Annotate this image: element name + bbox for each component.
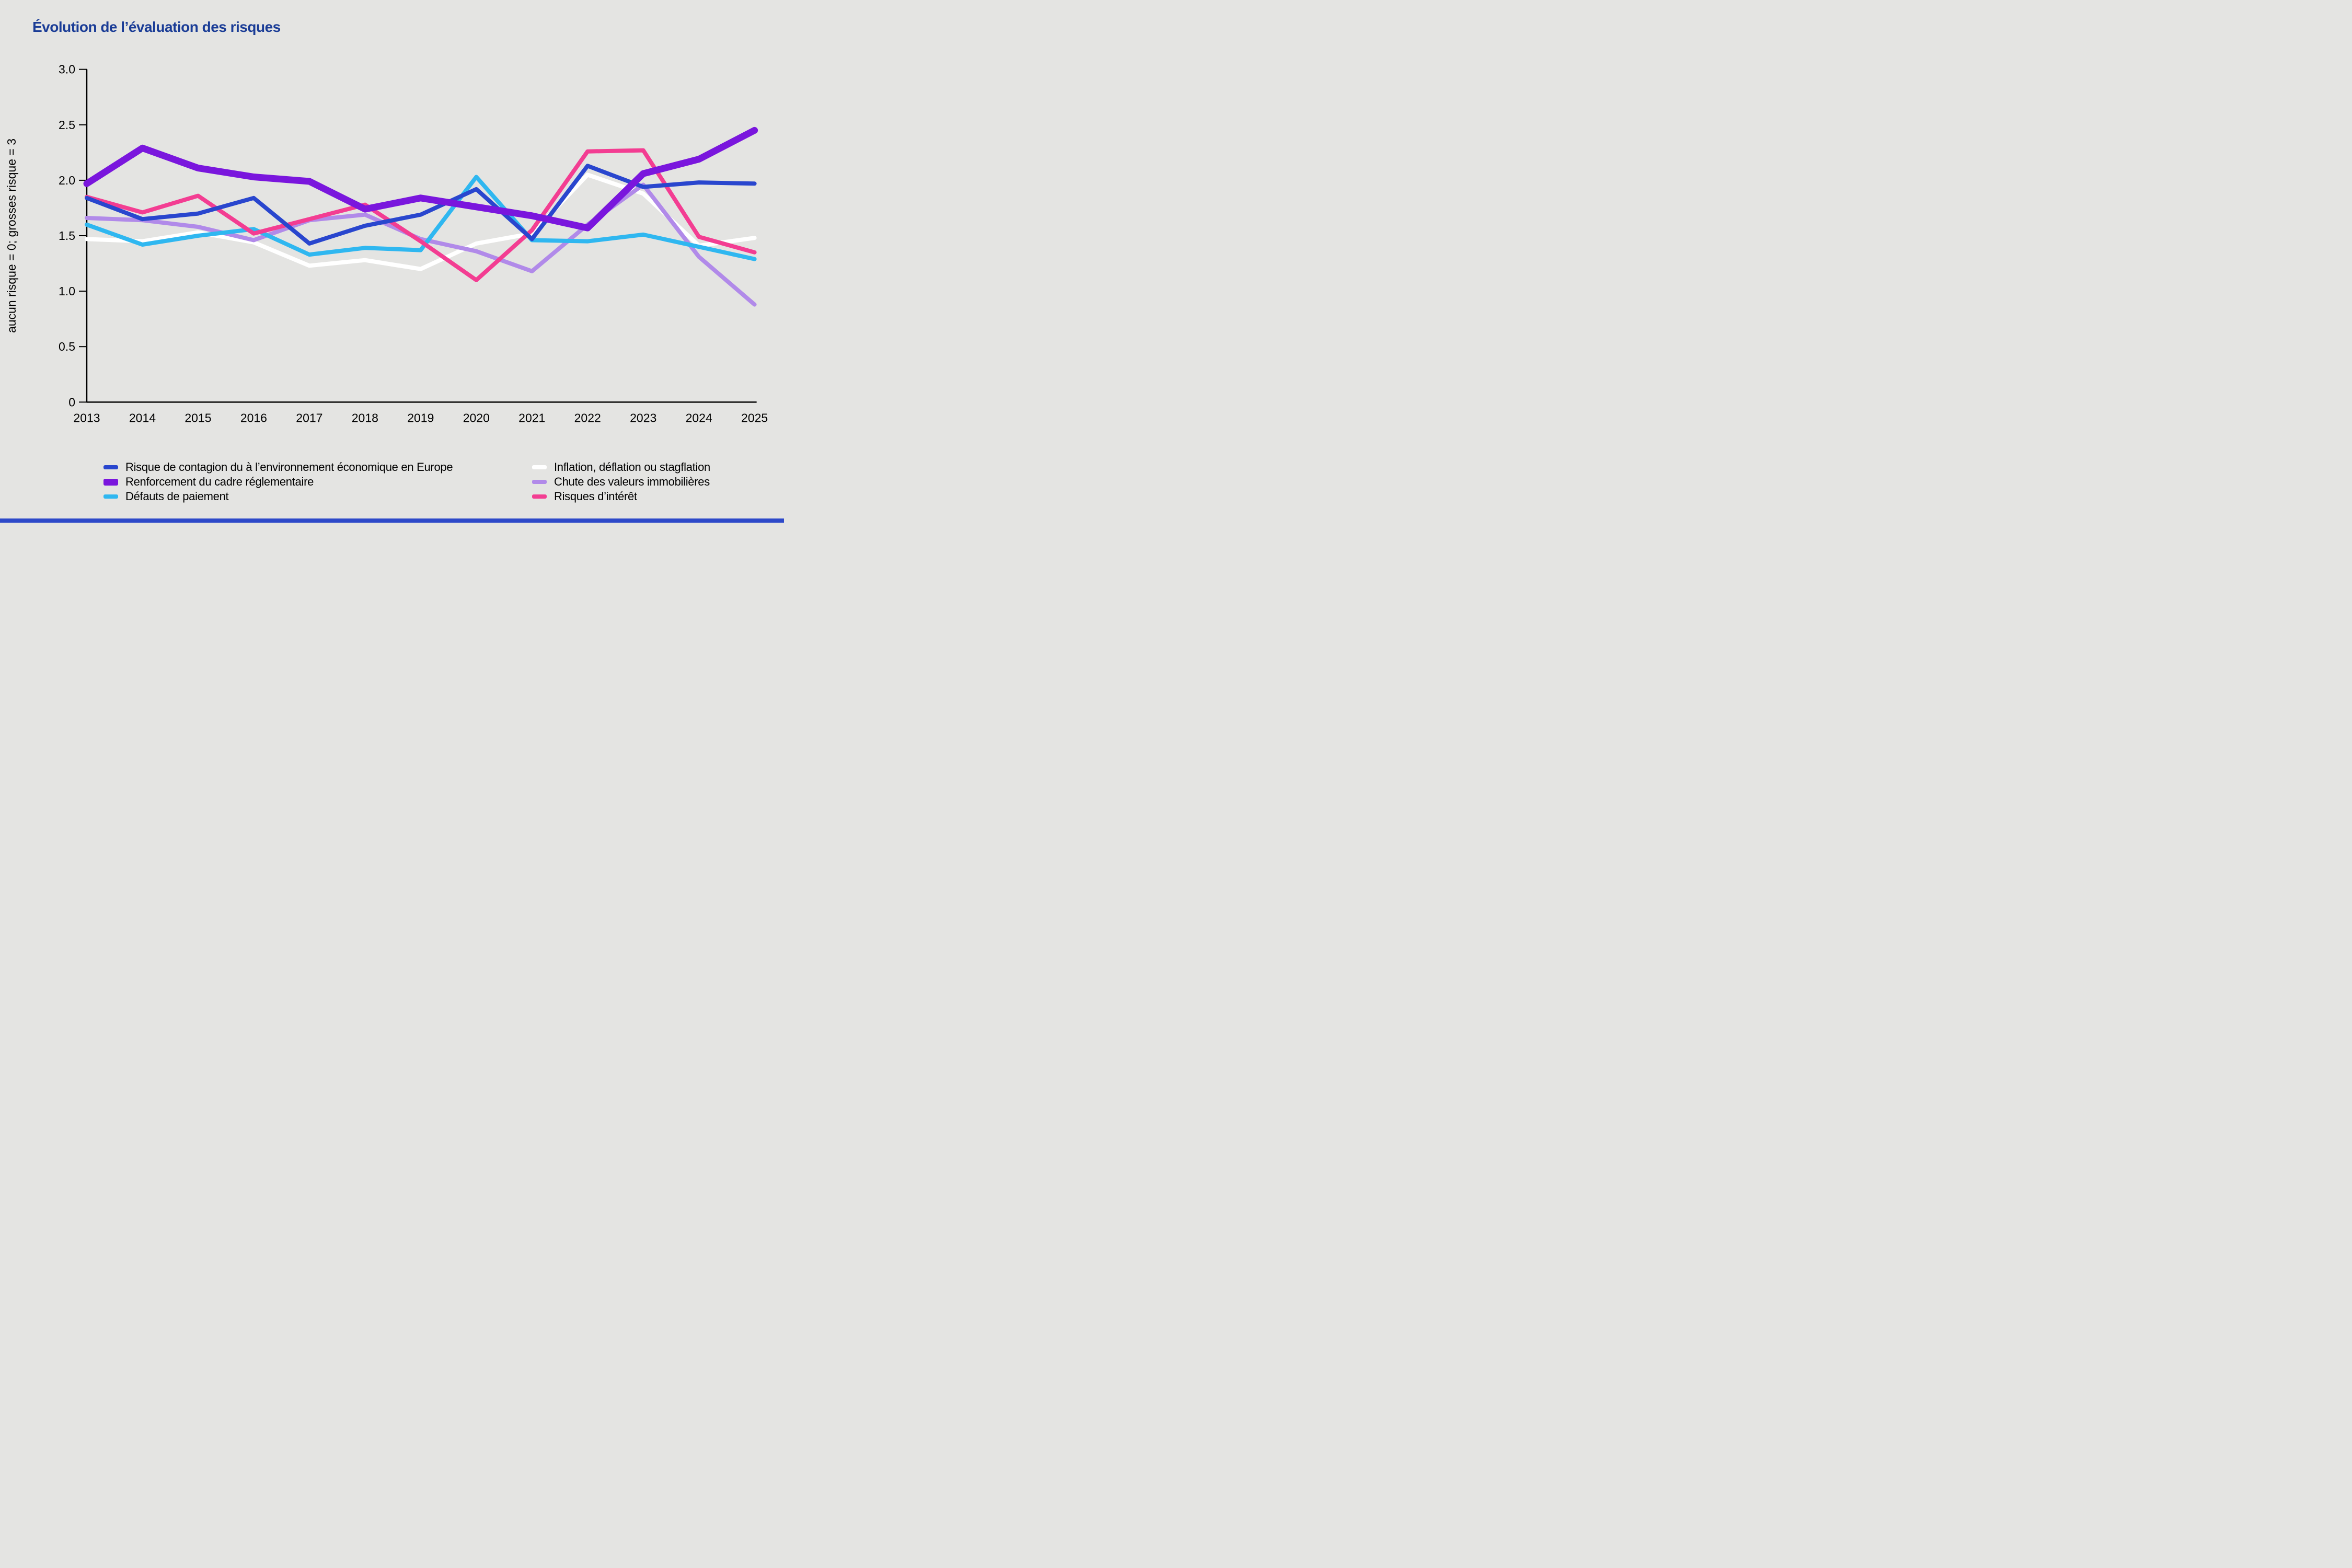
y-tick-label: 2.0: [59, 174, 75, 187]
legend-item: Risques d’intérêt: [532, 489, 710, 504]
legend-item: Inflation, déflation ou stagflation: [532, 460, 710, 475]
x-tick-label: 2013: [73, 411, 100, 424]
risk-evolution-line-chart: 0 0.5 1.0 1.5 2.0 2.5 3.0 2013 2014 2015 2016 2017 2…: [5, 63, 768, 425]
legend-column-left: Risque de contagion du à l’environnement…: [103, 460, 453, 504]
y-tick-label: 0.5: [59, 340, 75, 353]
y-tick-label: 1.5: [59, 229, 75, 243]
series-line-5: [85, 148, 757, 282]
x-tick-label: 2022: [574, 411, 601, 424]
x-tick-label: 2021: [518, 411, 545, 424]
legend-color-swatch: [103, 478, 118, 486]
legend-label: Défauts de paiement: [125, 490, 229, 503]
y-tick-label: 2.5: [59, 118, 75, 132]
y-tick-label: 3.0: [59, 63, 75, 76]
legend-item: Défauts de paiement: [103, 489, 453, 504]
legend-color-swatch: [532, 494, 547, 499]
series-line-3: [85, 172, 757, 271]
legend-item: Renforcement du cadre réglementaire: [103, 475, 453, 489]
legend-color-swatch: [532, 465, 547, 469]
legend-label: Renforcement du cadre réglementaire: [125, 475, 314, 488]
legend-label: Risque de contagion du à l’environnement…: [125, 460, 453, 474]
legend-color-swatch: [103, 465, 118, 469]
x-tick-label: 2018: [352, 411, 378, 424]
bottom-accent-bar: [0, 518, 784, 523]
legend-item: Risque de contagion du à l’environnement…: [103, 460, 453, 475]
y-tick-label: 0: [68, 395, 75, 409]
page-title: Évolution de l’évaluation des risques: [32, 19, 281, 35]
legend-item: Chute des valeurs immobilières: [532, 475, 710, 489]
x-tick-label: 2025: [741, 411, 768, 424]
legend-color-swatch: [103, 494, 118, 499]
x-tick-label: 2024: [686, 411, 712, 424]
legend-column-right: Inflation, déflation ou stagflation Chute…: [532, 460, 710, 504]
series-line-2: [85, 175, 757, 261]
x-tick-label: 2019: [407, 411, 434, 424]
legend-label: Chute des valeurs immobilières: [554, 475, 710, 488]
legend-label: Risques d’intérêt: [554, 490, 637, 503]
x-tick-label: 2017: [296, 411, 322, 424]
x-tick-label: 2014: [129, 411, 156, 424]
x-tick-label: 2020: [463, 411, 490, 424]
y-tick-label: 1.0: [59, 284, 75, 298]
series-line-0: [85, 164, 757, 246]
x-tick-label: 2015: [185, 411, 211, 424]
y-axis-title: aucun risque = 0; grosses risque = 3: [5, 139, 18, 333]
legend-label: Inflation, déflation ou stagflation: [554, 460, 710, 474]
legend-color-swatch: [532, 480, 547, 484]
x-tick-label: 2023: [630, 411, 656, 424]
x-tick-label: 2016: [240, 411, 267, 424]
series-line-1: [83, 126, 758, 232]
